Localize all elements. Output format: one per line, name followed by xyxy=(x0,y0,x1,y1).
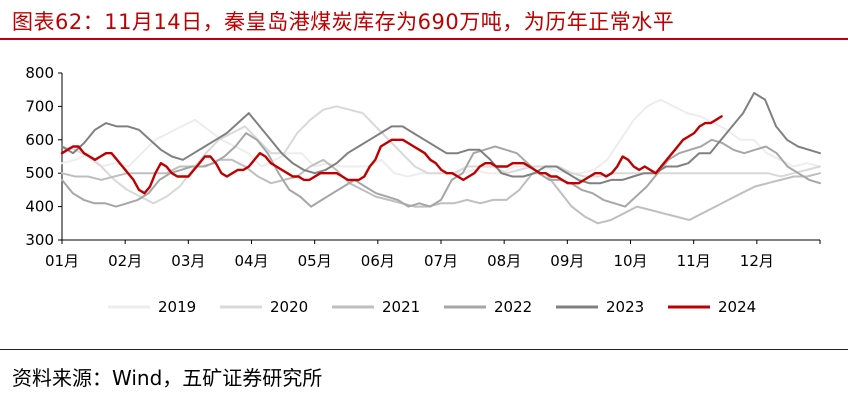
x-tick-label: 08月 xyxy=(487,252,521,270)
series-line-2023 xyxy=(61,92,821,185)
x-tick-label: 02月 xyxy=(108,252,142,270)
legend-label-2020: 2020 xyxy=(270,298,308,316)
line-chart: 300 400 500 600 700 800 01月 02月 03月 04月 05月 06月 07月 0… xyxy=(25,64,821,316)
x-tick-label: 04月 xyxy=(234,252,268,270)
y-tick-label: 600 xyxy=(25,131,54,149)
title-rule xyxy=(0,38,848,40)
y-tick-label: 800 xyxy=(25,64,54,82)
legend-label-2021: 2021 xyxy=(382,298,420,316)
chart-title: 图表62：11月14日，秦皇岛港煤炭库存为690万吨，为历年正常水平 xyxy=(12,10,675,34)
series-line-2020 xyxy=(61,105,821,205)
chart-axes: 300 400 500 600 700 800 01月 02月 03月 04月 05月 06月 07月 0… xyxy=(25,64,821,270)
legend-label-2022: 2022 xyxy=(494,298,532,316)
series-line-2024 xyxy=(60,115,723,195)
y-tick-label: 400 xyxy=(25,198,54,216)
y-tick-label: 700 xyxy=(25,97,54,115)
y-tick-label: 500 xyxy=(25,164,54,182)
chart-lines xyxy=(60,92,821,225)
x-tick-label: 10月 xyxy=(613,252,647,270)
x-tick-label: 01月 xyxy=(45,252,79,270)
series-line-2022 xyxy=(61,132,821,208)
source-rule xyxy=(0,349,848,350)
legend-label-2024: 2024 xyxy=(718,298,756,316)
series-line-2021 xyxy=(61,158,821,225)
x-tick-label: 11月 xyxy=(677,252,711,270)
y-tick-label: 300 xyxy=(25,231,54,249)
legend-label-2023: 2023 xyxy=(606,298,644,316)
x-tick-label: 06月 xyxy=(361,252,395,270)
chart-legend: 2019 2020 2021 2022 2023 2024 xyxy=(108,298,756,316)
series-line-2019 xyxy=(61,98,821,178)
x-tick-label: 12月 xyxy=(740,252,774,270)
x-tick-label: 09月 xyxy=(550,252,584,270)
x-tick-label: 03月 xyxy=(171,252,205,270)
legend-label-2019: 2019 xyxy=(158,298,196,316)
x-tick-label: 05月 xyxy=(298,252,332,270)
source-note: 资料来源：Wind，五矿证券研究所 xyxy=(12,366,323,390)
x-tick-label: 07月 xyxy=(424,252,458,270)
